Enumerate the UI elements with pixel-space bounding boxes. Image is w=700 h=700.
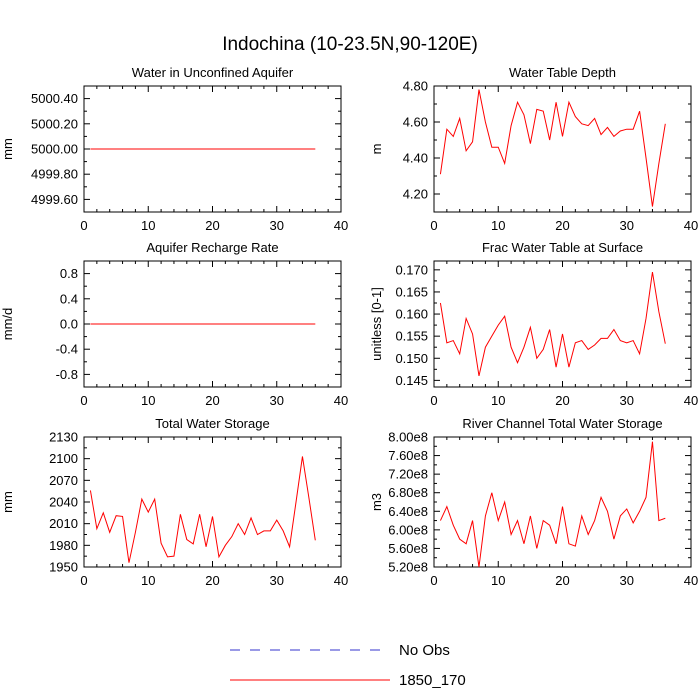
plot-frame: [433, 260, 692, 388]
x-tick-label: 10: [141, 218, 155, 233]
y-axis-label: mm: [0, 491, 15, 513]
series-line: [439, 89, 666, 207]
x-tick-label: 0: [80, 573, 87, 588]
panel-title: Total Water Storage: [155, 416, 269, 431]
x-tick-label: 20: [555, 218, 569, 233]
legend: No Obs 1850_170: [230, 642, 466, 689]
chart-panel: Water Table Depth m 0 10 20 30 40 4.20 4.40 4.60 4…: [369, 65, 698, 233]
chart-panel: Frac Water Table at Surface unitless [0-1…: [369, 240, 698, 408]
x-tick-label: 10: [491, 393, 505, 408]
y-tick-label: 2130: [49, 430, 78, 445]
x-tick-label: 40: [334, 573, 348, 588]
chart-panel: River Channel Total Water Storage m3 0 10 20…: [369, 416, 698, 588]
x-tick-label: 10: [141, 393, 155, 408]
y-tick-label: -0.4: [56, 342, 78, 357]
y-tick-label: 2010: [49, 516, 78, 531]
x-tick-label: 40: [334, 393, 348, 408]
y-tick-label: 0.145: [395, 373, 428, 388]
figure-title: Indochina (10-23.5N,90-120E): [222, 34, 478, 55]
y-tick-label: 5000.40: [31, 91, 78, 106]
y-tick-label: 0.4: [60, 291, 78, 306]
x-tick-label: 40: [684, 393, 698, 408]
panel-title: Water in Unconfined Aquifer: [132, 65, 294, 80]
y-axis-label: unitless [0-1]: [369, 287, 384, 361]
x-tick-label: 0: [430, 393, 437, 408]
x-tick-label: 30: [270, 393, 284, 408]
x-tick-label: 30: [620, 393, 634, 408]
series-line: [439, 441, 666, 568]
x-tick-label: 10: [491, 573, 505, 588]
chart-panel: Water in Unconfined Aquifer mm 0 10 20 30 40 49…: [0, 65, 348, 233]
y-tick-label: 0.8: [60, 266, 78, 281]
y-tick-label: 2040: [49, 495, 78, 510]
y-tick-label: 5.20e8: [388, 560, 428, 575]
y-tick-label: 5000.00: [31, 142, 78, 157]
x-tick-label: 40: [684, 573, 698, 588]
y-tick-label: 7.20e8: [388, 467, 428, 482]
x-tick-label: 20: [555, 393, 569, 408]
x-tick-label: 20: [205, 393, 219, 408]
x-tick-label: 0: [430, 218, 437, 233]
y-tick-label: 0.170: [395, 262, 428, 277]
x-tick-label: 20: [205, 573, 219, 588]
y-tick-label: 0.165: [395, 284, 428, 299]
y-tick-label: 4.80: [403, 79, 428, 94]
legend-1850-170-label: 1850_170: [399, 672, 466, 689]
y-tick-label: 4.40: [403, 151, 428, 166]
x-tick-label: 10: [491, 218, 505, 233]
y-tick-label: 6.80e8: [388, 485, 428, 500]
x-tick-label: 0: [80, 393, 87, 408]
series-line: [89, 456, 316, 563]
y-tick-label: 0.150: [395, 351, 428, 366]
x-tick-label: 30: [620, 218, 634, 233]
y-axis-label: mm: [0, 138, 15, 160]
x-tick-label: 40: [334, 218, 348, 233]
y-tick-label: 0.155: [395, 329, 428, 344]
x-tick-label: 20: [205, 218, 219, 233]
y-tick-label: 4.60: [403, 115, 428, 130]
series-line: [439, 271, 666, 377]
panels: Water in Unconfined Aquifer mm 0 10 20 30 40 49…: [0, 65, 698, 588]
y-tick-label: 0.160: [395, 307, 428, 322]
y-tick-label: 0.0: [60, 317, 78, 332]
y-tick-label: 1950: [49, 560, 78, 575]
y-tick-label: 4999.60: [31, 192, 78, 207]
panel-title: Aquifer Recharge Rate: [146, 240, 278, 255]
chart-panel: Total Water Storage mm 0 10 20 30 40 1950 1980 20…: [0, 416, 348, 588]
y-tick-label: 4999.80: [31, 167, 78, 182]
legend-no-obs-label: No Obs: [399, 642, 450, 659]
y-tick-label: -0.8: [56, 367, 78, 382]
y-tick-label: 6.40e8: [388, 504, 428, 519]
x-tick-label: 30: [270, 218, 284, 233]
y-axis-label: m3: [369, 493, 384, 511]
chart-panel: Aquifer Recharge Rate mm/d 0 10 20 30 40 -0.8 -0…: [0, 240, 348, 408]
y-tick-label: 6.00e8: [388, 522, 428, 537]
x-tick-label: 40: [684, 218, 698, 233]
y-tick-label: 2100: [49, 451, 78, 466]
y-tick-label: 4.20: [403, 187, 428, 202]
y-axis-label: mm/d: [0, 308, 15, 341]
panel-title: River Channel Total Water Storage: [462, 416, 662, 431]
y-tick-label: 2070: [49, 473, 78, 488]
y-tick-label: 7.60e8: [388, 448, 428, 463]
y-axis-label: m: [369, 144, 384, 155]
x-tick-label: 0: [430, 573, 437, 588]
plot-frame: [433, 436, 692, 568]
x-tick-label: 10: [141, 573, 155, 588]
x-tick-label: 20: [555, 573, 569, 588]
y-tick-label: 5.60e8: [388, 541, 428, 556]
y-tick-label: 8.00e8: [388, 430, 428, 445]
y-tick-label: 5000.20: [31, 116, 78, 131]
x-tick-label: 30: [620, 573, 634, 588]
panel-title: Frac Water Table at Surface: [482, 240, 643, 255]
panel-title: Water Table Depth: [509, 65, 616, 80]
y-tick-label: 1980: [49, 538, 78, 553]
x-tick-label: 0: [80, 218, 87, 233]
x-tick-label: 30: [270, 573, 284, 588]
plot-frame: [433, 85, 692, 213]
